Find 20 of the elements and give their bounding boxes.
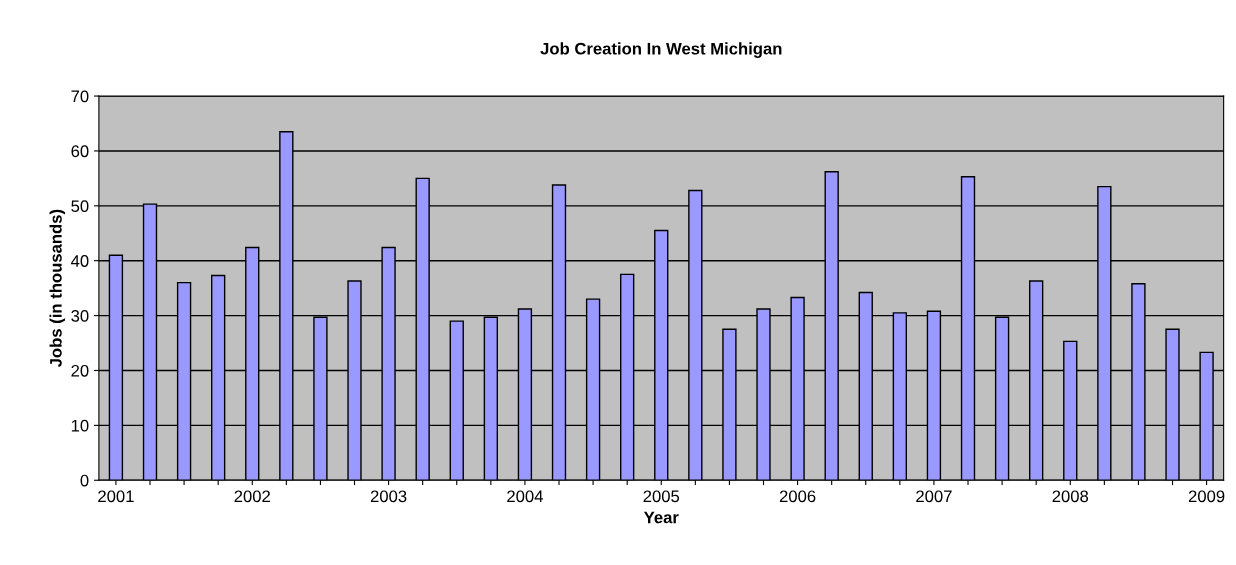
- y-tick-label: 20: [71, 364, 89, 377]
- y-tick-label: 70: [71, 90, 89, 103]
- x-tick-label: 2009: [1188, 490, 1225, 503]
- y-tick-label: 0: [80, 474, 89, 487]
- x-axis-title: Year: [643, 511, 679, 524]
- x-tick-label: 2002: [234, 490, 270, 503]
- y-tick-label: 30: [71, 309, 89, 322]
- x-tick-label: 2006: [779, 490, 816, 503]
- y-tick-label: 50: [71, 200, 89, 213]
- y-axis-title: Jobs (in thousands): [49, 209, 66, 368]
- x-tick-label: 2005: [643, 490, 680, 503]
- y-tick-label: 40: [71, 255, 89, 267]
- x-tick-label: 2001: [98, 490, 134, 503]
- chart-title: Job Creation In West Michigan: [540, 42, 782, 58]
- y-tick-label: 10: [71, 419, 89, 432]
- x-tick-label: 2004: [507, 490, 543, 503]
- x-tick-label: 2003: [370, 490, 407, 503]
- x-tick-label: 2007: [916, 490, 952, 503]
- x-tick-label: 2008: [1052, 490, 1089, 503]
- y-tick-label: 60: [71, 145, 89, 158]
